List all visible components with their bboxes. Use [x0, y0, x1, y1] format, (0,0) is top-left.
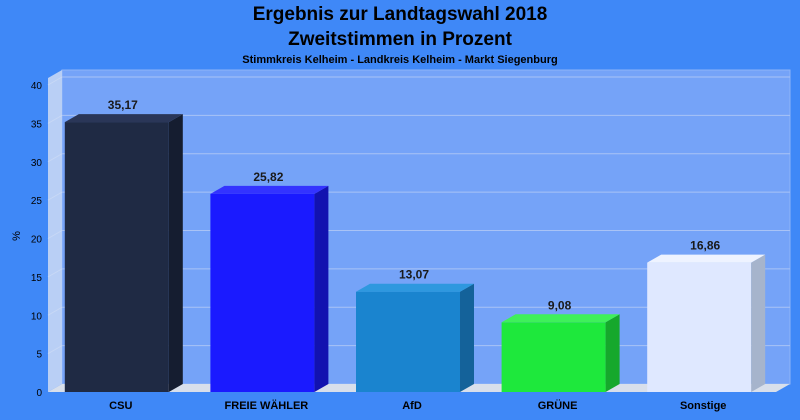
- grid-line: [47, 191, 63, 201]
- grid-line: [47, 268, 63, 278]
- x-tick-label: AfD: [402, 400, 422, 412]
- plot-left-wall: [48, 70, 62, 392]
- bar-top: [501, 314, 620, 323]
- chart-subtitle: Zweitstimmen in Prozent: [288, 29, 512, 50]
- x-tick-label: Sonstige: [680, 400, 726, 412]
- grid-line: [47, 76, 63, 86]
- y-tick-label: 0: [36, 388, 42, 399]
- data-label: 35,17: [108, 98, 138, 112]
- bar: [210, 193, 315, 392]
- bar-side: [314, 185, 329, 392]
- grid-line: [47, 345, 63, 355]
- bar-side: [168, 114, 183, 392]
- data-label: 9,08: [548, 298, 572, 312]
- grid-line: [47, 306, 63, 316]
- y-tick-label: 40: [31, 81, 43, 92]
- y-tick-label: 25: [31, 196, 43, 207]
- x-tick-label: CSU: [109, 400, 132, 412]
- bar-top: [647, 254, 766, 263]
- bar-side: [460, 283, 474, 392]
- y-tick-label: 30: [31, 158, 43, 169]
- y-tick-label: 20: [31, 235, 43, 246]
- y-tick-label: 35: [31, 119, 43, 130]
- grid-line: [47, 153, 63, 163]
- y-axis-label: %: [11, 231, 23, 241]
- bar-top: [210, 185, 329, 194]
- bar: [64, 122, 169, 392]
- bar-side: [751, 254, 766, 392]
- grid-line: [47, 114, 63, 124]
- data-label: 25,82: [253, 170, 283, 184]
- chart-title: Ergebnis zur Landtagswahl 2018: [252, 4, 548, 25]
- data-label: 16,86: [690, 239, 720, 253]
- bar-side: [605, 314, 620, 392]
- bar: [647, 262, 752, 392]
- chart-caption: Stimmkreis Kelheim - Landkreis Kelheim -…: [242, 54, 558, 66]
- y-tick-label: 15: [31, 273, 43, 284]
- y-tick-label: 10: [31, 311, 43, 322]
- bar-top: [356, 283, 474, 292]
- x-tick-label: FREIE WÄHLER: [225, 399, 309, 412]
- x-tick-label: GRÜNE: [538, 399, 578, 412]
- grid-line: [47, 230, 63, 239]
- bar-top: [64, 114, 183, 123]
- bar: [356, 291, 460, 392]
- data-label: 13,07: [399, 268, 429, 282]
- bar: [501, 322, 606, 392]
- y-tick-label: 5: [36, 350, 42, 361]
